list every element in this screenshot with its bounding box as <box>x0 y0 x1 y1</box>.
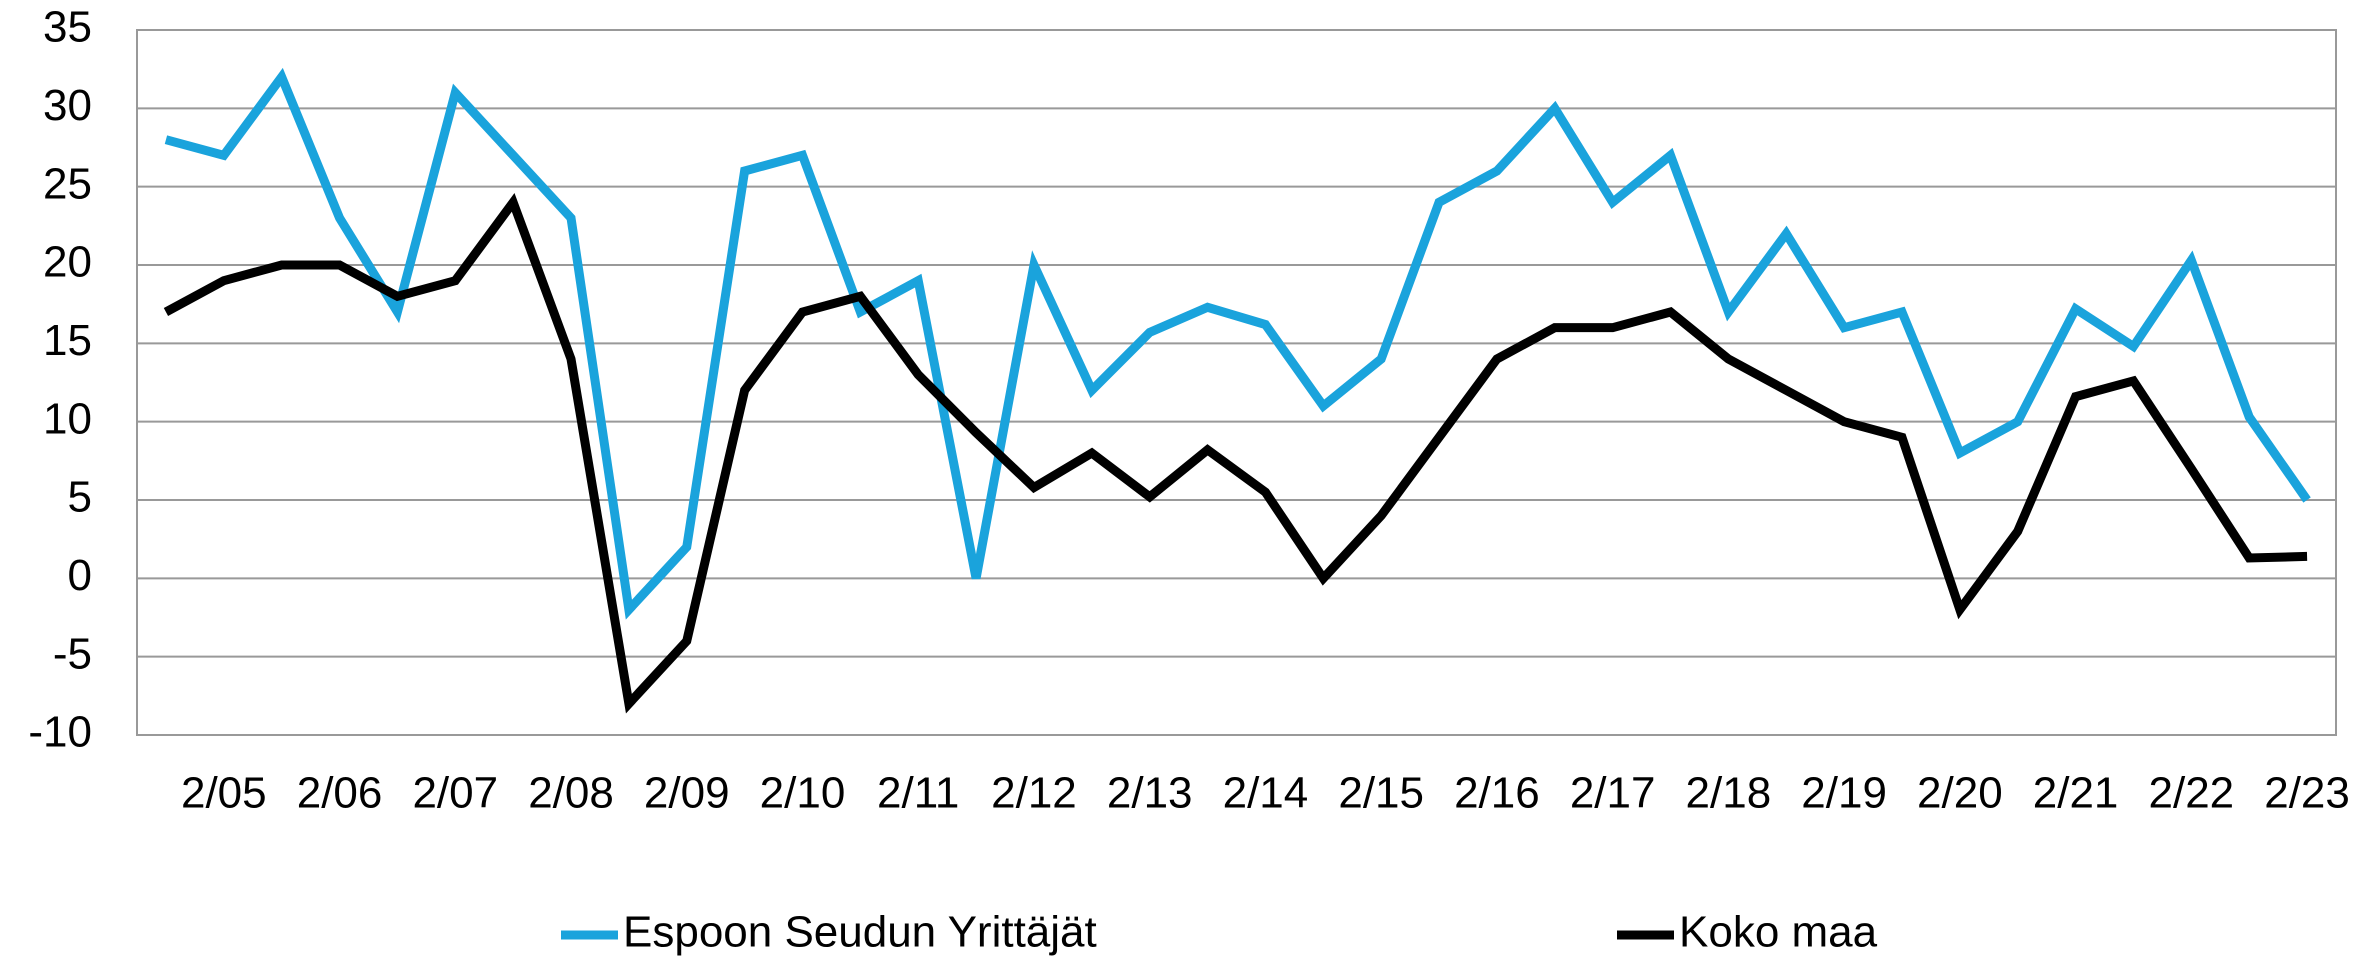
series-line <box>164 67 2311 620</box>
x-tick-label: 2/19 <box>1801 769 1887 818</box>
x-tick-label: 2/05 <box>181 769 267 818</box>
x-tick-label: 2/14 <box>1223 769 1309 818</box>
y-tick-label: 5 <box>68 473 92 522</box>
x-tick-label: 2/07 <box>412 769 498 818</box>
y-tick-label: -10 <box>28 708 92 757</box>
x-tick-label: 2/20 <box>1917 769 2003 818</box>
x-tick-label: 2/18 <box>1686 769 1772 818</box>
x-tick-label: 2/06 <box>297 769 383 818</box>
x-tick-label: 2/08 <box>528 769 614 818</box>
x-tick-label: 2/12 <box>991 769 1077 818</box>
x-tick-label: 2/17 <box>1570 769 1656 818</box>
y-tick-label: 15 <box>43 316 92 365</box>
x-tick-label: 2/15 <box>1338 769 1424 818</box>
x-tick-label: 2/13 <box>1107 769 1193 818</box>
y-tick-label: 35 <box>43 3 92 52</box>
x-tick-label: 2/09 <box>644 769 730 818</box>
x-tick-label: 2/22 <box>2149 769 2235 818</box>
y-tick-label: 30 <box>43 81 92 130</box>
x-tick-label: 2/11 <box>877 769 959 818</box>
legend-label: Espoon Seudun Yrittäjät <box>623 908 1097 957</box>
y-tick-label: 20 <box>43 238 92 287</box>
y-tick-label: -5 <box>53 629 92 678</box>
y-tick-label: 0 <box>68 551 92 600</box>
x-tick-label: 2/23 <box>2264 769 2350 818</box>
x-tick-label: 2/10 <box>760 769 846 818</box>
x-tick-label: 2/16 <box>1454 769 1540 818</box>
series-line <box>163 192 2308 714</box>
plot-frame <box>136 29 2337 736</box>
y-tick-label: 25 <box>43 159 92 208</box>
x-tick-label: 2/21 <box>2033 769 2119 818</box>
legend-label: Koko maa <box>1679 908 1878 957</box>
y-tick-label: 10 <box>43 394 92 443</box>
